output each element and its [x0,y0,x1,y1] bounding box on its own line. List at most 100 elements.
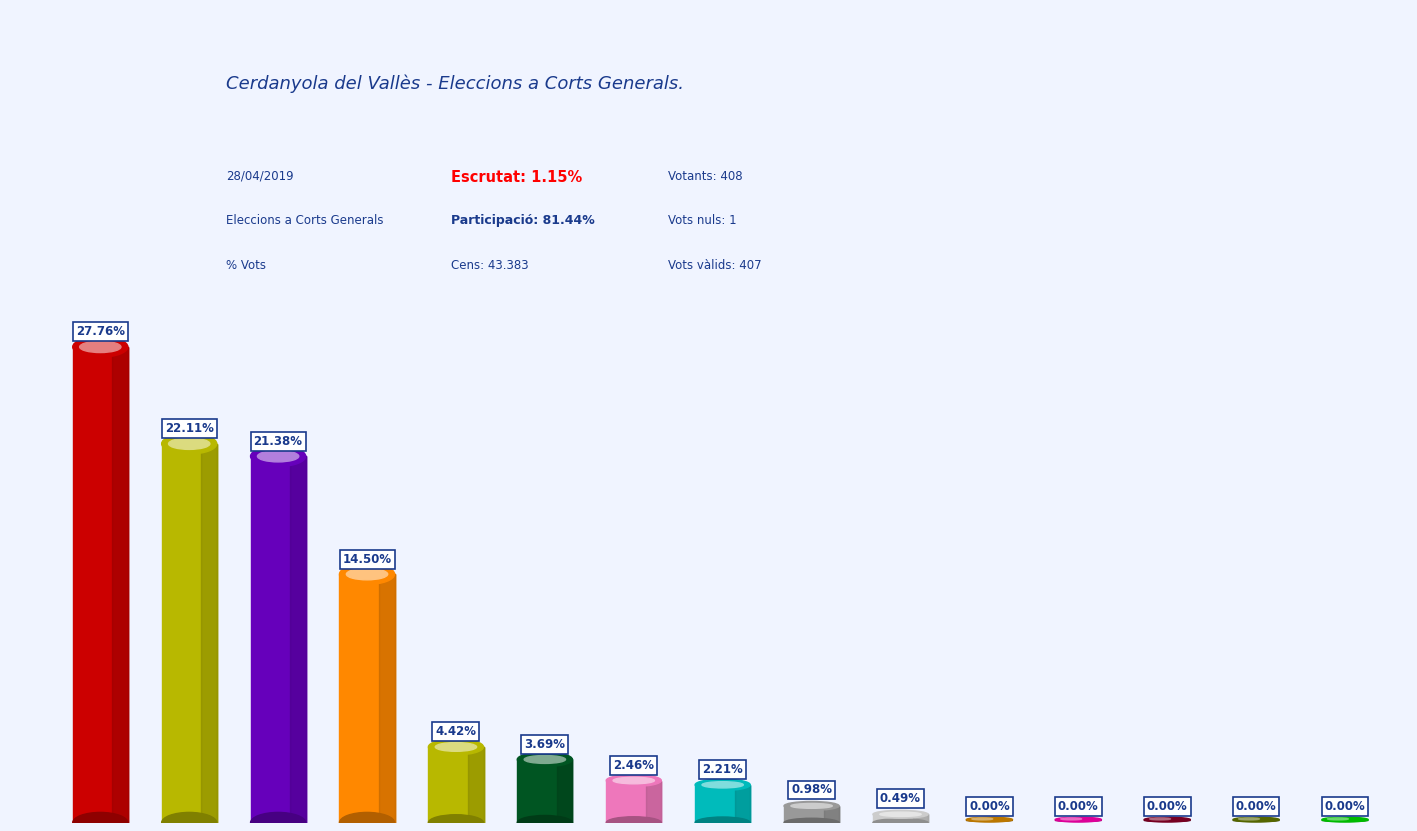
Ellipse shape [606,774,662,786]
Text: 27.76%: 27.76% [75,325,125,338]
Ellipse shape [1056,819,1101,822]
Bar [380,574,394,823]
Ellipse shape [72,813,128,831]
Text: Participació: 81.44%: Participació: 81.44% [451,214,594,228]
Ellipse shape [79,342,120,352]
Ellipse shape [162,434,217,454]
Bar [735,784,750,823]
Text: 22.11%: 22.11% [164,422,214,435]
Ellipse shape [258,450,299,462]
Text: 14.50%: 14.50% [343,553,391,566]
Ellipse shape [251,813,306,831]
Ellipse shape [1149,818,1170,820]
Ellipse shape [972,818,993,820]
Bar [290,456,306,823]
Bar [428,747,483,823]
Ellipse shape [696,817,750,829]
Ellipse shape [435,743,476,751]
Ellipse shape [346,568,388,580]
Bar [468,747,483,823]
Text: Vots nuls: 1: Vots nuls: 1 [669,214,737,228]
Bar [696,784,750,823]
Ellipse shape [966,819,1013,822]
Text: 28/04/2019: 28/04/2019 [227,170,293,183]
Bar [913,814,928,823]
Text: 3.69%: 3.69% [524,738,565,751]
Text: 0.00%: 0.00% [1236,800,1277,814]
Bar [72,347,128,823]
Text: 0.98%: 0.98% [791,784,832,796]
Text: Escrutat: 1.15%: Escrutat: 1.15% [451,170,582,184]
Ellipse shape [606,817,662,829]
Bar [913,814,928,823]
Ellipse shape [873,810,928,819]
Bar [557,760,572,823]
Text: % Vots: % Vots [227,259,266,273]
Bar [380,574,394,823]
Ellipse shape [873,819,928,827]
Ellipse shape [1144,817,1190,822]
Ellipse shape [524,755,565,764]
Bar [784,806,839,823]
Ellipse shape [169,438,210,450]
Bar [606,780,662,823]
Bar [646,780,662,823]
Bar [340,574,394,823]
Text: 2.46%: 2.46% [614,759,655,772]
Text: 2.21%: 2.21% [703,763,743,776]
Ellipse shape [1144,819,1190,822]
Bar [112,347,128,823]
Ellipse shape [517,752,572,767]
Ellipse shape [1238,818,1260,820]
Text: Eleccions a Corts Generals: Eleccions a Corts Generals [227,214,384,228]
Bar [735,784,750,823]
Ellipse shape [614,777,655,784]
Text: Vots vàlids: 407: Vots vàlids: 407 [669,259,762,273]
Ellipse shape [791,804,832,809]
Ellipse shape [517,815,572,830]
Bar [646,780,662,823]
Bar [162,444,217,823]
Text: 4.42%: 4.42% [435,725,476,739]
Text: 21.38%: 21.38% [254,435,303,448]
Ellipse shape [72,337,128,357]
Ellipse shape [162,813,217,831]
Bar [557,760,572,823]
Ellipse shape [701,782,744,788]
Text: 0.00%: 0.00% [1325,800,1366,814]
Bar [468,747,483,823]
Ellipse shape [784,801,839,810]
Bar [290,456,306,823]
Ellipse shape [1322,819,1369,822]
Text: Votants: 408: Votants: 408 [669,170,743,183]
Bar [823,806,839,823]
Ellipse shape [340,813,394,831]
Bar [251,456,306,823]
Ellipse shape [1233,817,1280,822]
Bar [112,347,128,823]
Ellipse shape [696,779,750,790]
Bar [201,444,217,823]
Ellipse shape [1322,817,1369,822]
Text: Cerdanyola del Vallès - Eleccions a Corts Generals.: Cerdanyola del Vallès - Eleccions a Cort… [227,75,684,93]
Text: 0.00%: 0.00% [969,800,1010,814]
Ellipse shape [428,814,483,831]
Text: 0.49%: 0.49% [880,792,921,805]
Ellipse shape [880,812,921,816]
Text: Cens: 43.383: Cens: 43.383 [451,259,529,273]
Bar [201,444,217,823]
Ellipse shape [1233,819,1280,822]
Ellipse shape [1056,817,1101,822]
Text: 0.00%: 0.00% [1146,800,1187,814]
Ellipse shape [966,817,1013,822]
Ellipse shape [340,564,394,584]
Bar [823,806,839,823]
Ellipse shape [251,446,306,466]
Ellipse shape [784,819,839,827]
Text: 0.00%: 0.00% [1058,800,1098,814]
Ellipse shape [1061,818,1081,820]
Ellipse shape [1328,818,1349,820]
Ellipse shape [428,739,483,755]
Bar [873,814,928,823]
Bar [517,760,572,823]
